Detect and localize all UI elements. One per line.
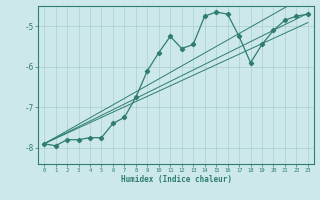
X-axis label: Humidex (Indice chaleur): Humidex (Indice chaleur) bbox=[121, 175, 231, 184]
